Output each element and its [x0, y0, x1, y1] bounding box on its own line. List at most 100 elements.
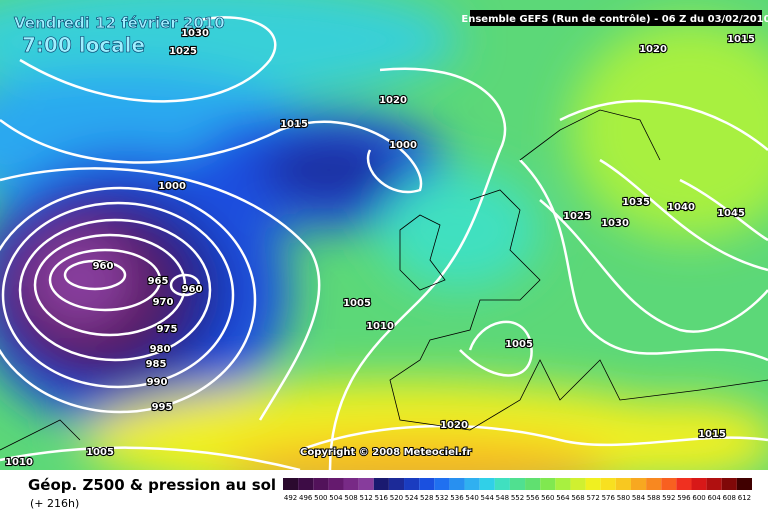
- isobar-label: 1000: [389, 140, 417, 151]
- scale-swatch: [434, 478, 450, 490]
- scale-swatch: [615, 478, 631, 490]
- scale-label: 588: [647, 494, 660, 502]
- isobar-label: 1035: [622, 197, 650, 208]
- scale-swatch: [676, 478, 692, 490]
- isobar-label: 1010: [5, 457, 33, 468]
- isobars: [0, 16, 768, 470]
- isobar-label: 1020: [379, 95, 407, 106]
- scale-label: 580: [617, 494, 630, 502]
- isobar-label: 1005: [505, 339, 533, 350]
- isobar-label: 975: [157, 324, 178, 335]
- scale-label: 576: [602, 494, 616, 502]
- isobar-label: 1000: [158, 181, 186, 192]
- scale-swatch: [388, 478, 405, 490]
- model-box: [470, 10, 762, 26]
- scale-swatch: [600, 478, 616, 490]
- scale-swatch: [419, 478, 435, 490]
- scale-swatch: [555, 478, 571, 490]
- scale-swatch: [691, 478, 707, 490]
- scale-label: 552: [511, 494, 524, 502]
- scale-label: 500: [314, 494, 327, 502]
- scale-label: 584: [632, 494, 646, 502]
- scale-swatch: [585, 478, 601, 490]
- scale-swatch: [283, 478, 299, 490]
- isobar-label: 1005: [343, 298, 371, 309]
- scale-swatch: [328, 478, 344, 490]
- scale-label: 524: [405, 494, 419, 502]
- isobar-label: 960: [182, 284, 203, 295]
- scale-label: 612: [738, 494, 751, 502]
- isobar-labels: 1030 1025 1020 1020 1015 1015 1000 1000 1025 1030…: [4, 27, 756, 469]
- scale-label: 512: [360, 494, 373, 502]
- scale-label: 572: [586, 494, 599, 502]
- scale-swatch: [479, 478, 495, 490]
- geopotential-field: [0, 0, 768, 470]
- isobar-label: 1040: [667, 202, 695, 213]
- isobar-label: 965: [148, 276, 169, 287]
- scale-label: 508: [344, 494, 357, 502]
- isobar-label: 995: [152, 402, 173, 413]
- isobar-label: 1020: [639, 44, 667, 55]
- scale-label: 540: [465, 494, 478, 502]
- footer-title: Géop. Z500 & pression au sol: [28, 476, 276, 494]
- weather-map: Ensemble GEFS (Run de contrôle) - 06 Z d…: [0, 0, 768, 470]
- scale-swatch: [343, 478, 359, 490]
- isobar-label: 990: [147, 377, 168, 388]
- scale-label: 604: [707, 494, 721, 502]
- scale-label: 520: [390, 494, 403, 502]
- scale-label: 536: [450, 494, 464, 502]
- scale-swatch: [509, 478, 526, 490]
- isobar-label: 1005: [86, 447, 114, 458]
- isobar-label: 960: [93, 261, 114, 272]
- scale-swatch: [736, 478, 752, 490]
- isobar-label: 1015: [280, 119, 308, 130]
- scale-swatch: [525, 478, 541, 490]
- scale-label: 496: [299, 494, 313, 502]
- scale-label: 492: [284, 494, 297, 502]
- scale-label: 564: [556, 494, 570, 502]
- isobar-label: 970: [153, 297, 174, 308]
- date: Vendredi 12 février 2010: [14, 14, 225, 32]
- color-scale: 492 496 500 504 508 512 516 520 524 528 532 536 540 5…: [283, 478, 752, 502]
- isobar-label: 1030: [601, 218, 629, 229]
- scale-label: 516: [375, 494, 389, 502]
- scale-label: 600: [692, 494, 705, 502]
- isobar-label: 980: [150, 344, 171, 355]
- scale-label: 532: [435, 494, 448, 502]
- scale-swatch: [464, 478, 480, 490]
- isobar-label: 1010: [366, 321, 394, 332]
- scale-label: 608: [723, 494, 736, 502]
- scale-swatch: [630, 478, 647, 490]
- isobar-label: 1025: [169, 46, 197, 57]
- isobar-label: 1015: [727, 34, 755, 45]
- isobar-label: 1015: [698, 429, 726, 440]
- scale-label: 544: [481, 494, 495, 502]
- copyright: Copyright © 2008 Meteociel.fr: [300, 447, 471, 458]
- coastlines: [0, 109, 768, 451]
- scale-swatch: [449, 478, 465, 490]
- scale-swatch: [721, 478, 737, 490]
- scale-swatch: [373, 478, 389, 490]
- scale-swatch: [298, 478, 314, 490]
- scale-swatch: [358, 478, 374, 490]
- scale-label: 548: [496, 494, 509, 502]
- scale-swatch: [540, 478, 556, 490]
- scale-label: 596: [677, 494, 691, 502]
- scale-swatch: [313, 478, 329, 490]
- scale-label: 592: [662, 494, 675, 502]
- scale-label: 556: [526, 494, 540, 502]
- scale-swatch: [706, 478, 722, 490]
- time: 7:00 locale: [22, 33, 145, 57]
- isobar-label: 1025: [563, 211, 591, 222]
- scale-swatch: [404, 478, 420, 490]
- legend-bar: Géop. Z500 & pression au sol (+ 216h) 49…: [28, 476, 752, 510]
- scale-label: 528: [420, 494, 433, 502]
- isobar-label: 985: [146, 359, 167, 370]
- model-info: Ensemble GEFS (Run de contrôle) - 06 Z d…: [461, 13, 768, 25]
- isobar-label: 1045: [717, 208, 745, 219]
- scale-label: 568: [571, 494, 584, 502]
- scale-swatch: [661, 478, 677, 490]
- scale-swatch: [494, 478, 510, 490]
- isobar-label: 1020: [440, 420, 468, 431]
